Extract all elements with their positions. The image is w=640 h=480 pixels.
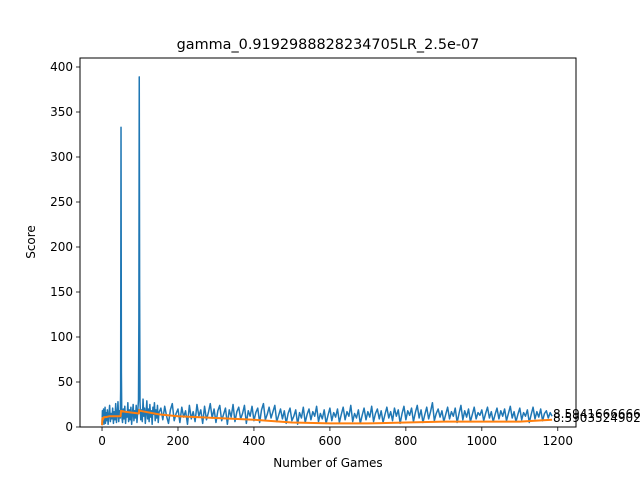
x-axis-label: Number of Games — [273, 456, 382, 470]
x-tick-label: 1200 — [542, 434, 573, 448]
series-end-label-1: 8.594166666666666 — [553, 407, 640, 421]
y-tick-label: 350 — [50, 105, 73, 119]
y-tick-label: 100 — [50, 330, 73, 344]
x-tick-label: 800 — [394, 434, 417, 448]
plot-area — [101, 76, 553, 426]
chart-title: gamma_0.9192988828234705LR_2.5e-07 — [177, 37, 480, 53]
y-tick-label: 150 — [50, 285, 73, 299]
y-axis-label: Score — [24, 225, 38, 259]
x-tick-label: 1000 — [467, 434, 498, 448]
x-tick-label: 0 — [98, 434, 106, 448]
y-tick-label: 200 — [50, 240, 73, 254]
y-tick-label: 400 — [50, 60, 73, 74]
y-axis-ticks: 0 50 100 150 200 250 300 350 400 — [50, 60, 80, 434]
x-tick-label: 600 — [318, 434, 341, 448]
x-axis-ticks: 0 200 400 600 800 1000 1200 — [98, 427, 573, 448]
x-tick-label: 400 — [242, 434, 265, 448]
y-tick-label: 50 — [58, 375, 73, 389]
y-tick-label: 0 — [65, 420, 73, 434]
y-tick-label: 300 — [50, 150, 73, 164]
y-tick-label: 250 — [50, 195, 73, 209]
axes-frame — [79, 57, 577, 428]
series-end-label-2: 8.590352490238654 — [553, 411, 640, 425]
series-line-mean — [101, 408, 553, 426]
x-tick-label: 200 — [167, 434, 190, 448]
